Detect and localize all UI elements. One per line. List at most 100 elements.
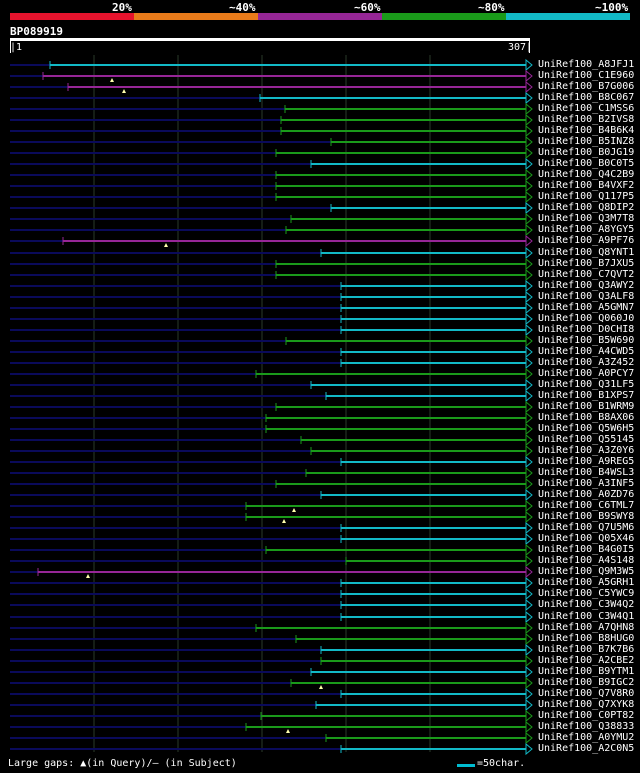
hit-end-arrow — [525, 135, 533, 149]
hit-label[interactable]: UniRef100_Q05X46 — [538, 533, 635, 544]
hit-label[interactable]: UniRef100_B1WRM9 — [538, 401, 635, 412]
hit-label[interactable]: UniRef100_C6TML7 — [538, 500, 635, 511]
hit-end-arrow — [525, 698, 533, 712]
hit-label[interactable]: UniRef100_Q8DIP2 — [538, 202, 635, 213]
query-gap-marker — [292, 508, 296, 512]
hit-label[interactable]: UniRef100_B7G006 — [538, 81, 635, 92]
hit-label[interactable]: UniRef100_Q31LF5 — [538, 379, 635, 390]
hit-label[interactable]: UniRef100_D0CHI8 — [538, 324, 635, 335]
legend-label-100: ~100% — [595, 1, 629, 14]
hit-label[interactable]: UniRef100_B7K7B6 — [538, 644, 635, 655]
hit-label[interactable]: UniRef100_A2CBE2 — [538, 655, 635, 666]
hit-label[interactable]: UniRef100_A0PCY7 — [538, 368, 635, 379]
hit-label[interactable]: UniRef100_B9IGC2 — [538, 677, 635, 688]
hit-label[interactable]: UniRef100_A4S148 — [538, 555, 635, 566]
hit-end-arrow — [525, 168, 533, 182]
hit-end-arrow — [525, 345, 533, 359]
hit-end-arrow — [525, 565, 533, 579]
ruler-start-tick — [10, 41, 11, 53]
hit-label[interactable]: UniRef100_C7QVT2 — [538, 269, 635, 280]
hit-label[interactable]: UniRef100_Q8YNT1 — [538, 247, 635, 258]
hit-label[interactable]: UniRef100_A3Z452 — [538, 357, 635, 368]
hit-label[interactable]: UniRef100_B8HUG0 — [538, 633, 635, 644]
hit-label[interactable]: UniRef100_A3Z0Y6 — [538, 445, 635, 456]
hit-label[interactable]: UniRef100_C1E960 — [538, 70, 635, 81]
hit-label[interactable]: UniRef100_A4CWD5 — [538, 346, 635, 357]
legend-swatch-40 — [134, 13, 258, 20]
hit-end-arrow — [525, 433, 533, 447]
hit-end-arrow — [525, 190, 533, 204]
hit-end-arrow — [525, 720, 533, 734]
hit-label[interactable]: UniRef100_Q3ALF8 — [538, 291, 635, 302]
hit-label[interactable]: UniRef100_Q060J0 — [538, 313, 635, 324]
hit-label[interactable]: UniRef100_Q9M3W5 — [538, 566, 635, 577]
hit-label[interactable]: UniRef100_Q3M7T8 — [538, 213, 635, 224]
hit-label[interactable]: UniRef100_C3W4Q1 — [538, 611, 635, 622]
hit-label[interactable]: UniRef100_Q7U5M6 — [538, 522, 635, 533]
hit-label[interactable]: UniRef100_B4B6K4 — [538, 125, 635, 136]
hit-end-arrow — [525, 356, 533, 370]
hit-label[interactable]: UniRef100_B5W690 — [538, 335, 635, 346]
hit-end-arrow — [525, 543, 533, 557]
hit-label[interactable]: UniRef100_B9SWY8 — [538, 511, 635, 522]
legend-label-80: ~80% — [478, 1, 505, 14]
hit-end-arrow — [525, 598, 533, 612]
hit-label[interactable]: UniRef100_C3W4Q2 — [538, 599, 635, 610]
hit-end-arrow — [525, 113, 533, 127]
query-gap-marker — [286, 729, 290, 733]
hit-label[interactable]: UniRef100_Q3AWY2 — [538, 280, 635, 291]
hit-label[interactable]: UniRef100_Q7XYK8 — [538, 699, 635, 710]
hit-label[interactable]: UniRef100_B4WSL3 — [538, 467, 635, 478]
hit-end-arrow — [525, 102, 533, 116]
hit-label[interactable]: UniRef100_B4G0I5 — [538, 544, 635, 555]
hit-label[interactable]: UniRef100_Q7V8R0 — [538, 688, 635, 699]
hit-end-arrow — [525, 687, 533, 701]
query-gap-marker — [164, 243, 168, 247]
hit-end-arrow — [525, 422, 533, 436]
hit-end-arrow — [525, 389, 533, 403]
gap-legend: Large gaps: ▲(in Query)/– (in Subject) — [8, 758, 237, 769]
hit-label[interactable]: UniRef100_A0YMU2 — [538, 732, 635, 743]
hit-label[interactable]: UniRef100_A5GRH1 — [538, 577, 635, 588]
hit-end-arrow — [525, 709, 533, 723]
legend-label-60: ~60% — [354, 1, 381, 14]
hit-label[interactable]: UniRef100_Q4C2B9 — [538, 169, 635, 180]
hit-label[interactable]: UniRef100_A9PF76 — [538, 235, 635, 246]
hit-end-arrow — [525, 257, 533, 271]
hit-label[interactable]: UniRef100_B4VXF2 — [538, 180, 635, 191]
hit-label[interactable]: UniRef100_A5GMN7 — [538, 302, 635, 313]
hit-label[interactable]: UniRef100_C1MSS6 — [538, 103, 635, 114]
hit-label[interactable]: UniRef100_B7JXU5 — [538, 258, 635, 269]
hit-label[interactable]: UniRef100_A9REG5 — [538, 456, 635, 467]
hit-label[interactable]: UniRef100_C5YWC9 — [538, 588, 635, 599]
scale-bar — [457, 764, 475, 767]
hit-label[interactable]: UniRef100_A3INF5 — [538, 478, 635, 489]
hit-label[interactable]: UniRef100_Q38833 — [538, 721, 635, 732]
hit-end-arrow — [525, 367, 533, 381]
hit-label[interactable]: UniRef100_B5INZ8 — [538, 136, 635, 147]
hit-label[interactable]: UniRef100_A2C0N5 — [538, 743, 635, 754]
hit-end-arrow — [525, 400, 533, 414]
hit-label[interactable]: UniRef100_B8AX06 — [538, 412, 635, 423]
hit-label[interactable]: UniRef100_A8YGY5 — [538, 224, 635, 235]
hit-end-arrow — [525, 69, 533, 83]
hit-label[interactable]: UniRef100_C0PT82 — [538, 710, 635, 721]
hit-label[interactable]: UniRef100_Q5W6H5 — [538, 423, 635, 434]
query-gap-marker — [319, 685, 323, 689]
hit-label[interactable]: UniRef100_A0ZD76 — [538, 489, 635, 500]
hit-label[interactable]: UniRef100_Q55145 — [538, 434, 635, 445]
legend-swatch-60 — [258, 13, 382, 20]
hit-label[interactable]: UniRef100_B9YTM1 — [538, 666, 635, 677]
hit-label[interactable]: UniRef100_B0C0T5 — [538, 158, 635, 169]
hit-label[interactable]: UniRef100_A7QHN8 — [538, 622, 635, 633]
hit-label[interactable]: UniRef100_A8JFJ1 — [538, 59, 635, 70]
hit-label[interactable]: UniRef100_Q117P5 — [538, 191, 635, 202]
hit-label[interactable]: UniRef100_B8C067 — [538, 92, 635, 103]
hit-end-arrow — [525, 179, 533, 193]
hit-label[interactable]: UniRef100_B1XPS7 — [538, 390, 635, 401]
hit-label[interactable]: UniRef100_B0JG19 — [538, 147, 635, 158]
hit-end-arrow — [525, 378, 533, 392]
legend-swatch-20 — [10, 13, 134, 20]
hit-label[interactable]: UniRef100_B2IVS8 — [538, 114, 635, 125]
hit-end-arrow — [525, 91, 533, 105]
